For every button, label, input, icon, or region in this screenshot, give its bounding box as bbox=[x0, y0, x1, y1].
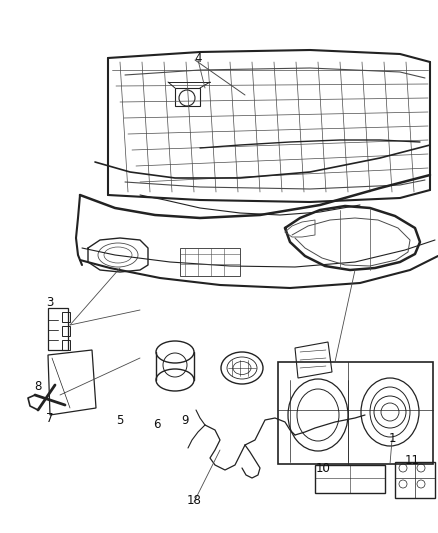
Bar bbox=[62, 326, 70, 336]
Bar bbox=[175, 88, 200, 106]
Bar bbox=[278, 362, 433, 464]
Text: 4: 4 bbox=[194, 52, 202, 64]
Bar bbox=[62, 340, 70, 350]
Bar bbox=[180, 248, 240, 276]
Text: 1: 1 bbox=[388, 432, 396, 445]
Bar bbox=[62, 312, 70, 322]
Text: 3: 3 bbox=[46, 295, 54, 309]
Text: 18: 18 bbox=[187, 494, 201, 506]
Text: 5: 5 bbox=[117, 414, 124, 426]
Text: 8: 8 bbox=[34, 381, 42, 393]
Bar bbox=[395, 462, 435, 498]
Text: 6: 6 bbox=[153, 418, 161, 432]
Text: 11: 11 bbox=[405, 454, 420, 466]
Text: 9: 9 bbox=[181, 414, 189, 426]
Bar bbox=[48, 308, 68, 350]
Text: 7: 7 bbox=[46, 411, 54, 424]
Text: 10: 10 bbox=[315, 462, 330, 474]
Bar bbox=[315, 465, 385, 493]
